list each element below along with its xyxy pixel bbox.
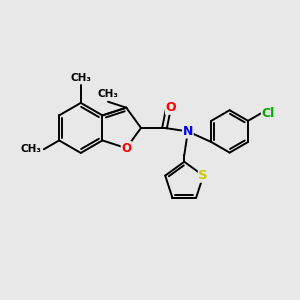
Text: CH₃: CH₃ [98, 89, 118, 99]
Text: S: S [199, 169, 208, 182]
Text: N: N [183, 125, 193, 138]
Text: Cl: Cl [262, 107, 275, 120]
Text: CH₃: CH₃ [20, 144, 41, 154]
Text: CH₃: CH₃ [70, 74, 91, 83]
Text: O: O [166, 101, 176, 114]
Text: O: O [121, 142, 131, 155]
